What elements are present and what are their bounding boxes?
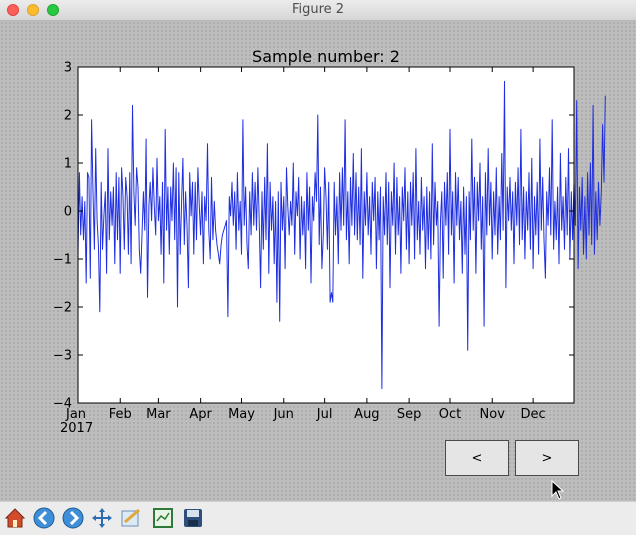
y-tick-label: −1 [53,253,72,268]
x-tick-label: Sep [397,407,422,422]
save-icon[interactable] [180,505,206,531]
plot-frame [77,66,575,404]
next-sample-button[interactable]: > [515,440,579,476]
y-tick-label: −4 [53,397,72,412]
series-line [77,80,606,390]
x-tick-label: Jun [273,407,294,422]
x-tick-year-label: 2017 [60,421,93,436]
mouse-cursor-icon [551,480,565,500]
y-tick-label: −2 [53,301,72,316]
x-tick-label: Aug [354,407,379,422]
zoom-rect-icon[interactable] [118,505,144,531]
line-chart[interactable]: −4 −3 −2 −1 0 1 2 3 Jan Feb Mar Apr May Jun Jul Aug Sep O… [0,21,636,501]
x-tick-label: Oct [439,407,461,422]
x-tick-label: Jul [316,407,333,422]
plot-area [78,67,574,403]
configure-subplots-icon[interactable] [150,505,176,531]
back-icon[interactable] [31,505,57,531]
x-tick-label: Mar [146,407,171,422]
y-tick-label: 2 [64,109,72,124]
home-icon[interactable] [2,505,28,531]
forward-icon[interactable] [60,505,86,531]
y-tick-label: 0 [64,205,72,220]
close-window-button[interactable] [7,4,19,16]
figure-canvas: Sample number: 2 −4 −3 −2 −1 0 1 2 3 Jan Feb Mar Ap… [0,21,636,501]
x-tick-label: Feb [109,407,132,422]
x-tick-label: Jan [65,407,86,422]
y-tick-label: 3 [64,61,72,76]
x-tick-label: Dec [521,407,546,422]
y-tick-label: −3 [53,349,72,364]
x-tick-label: Apr [189,407,212,422]
x-tick-label: May [228,407,255,422]
previous-sample-button[interactable]: < [445,440,509,476]
navigation-toolbar [0,501,636,535]
pan-icon[interactable] [89,505,115,531]
window-title: Figure 2 [291,2,345,17]
x-tick-label: Nov [480,407,506,422]
chart-title: Sample number: 2 [252,47,400,66]
y-tick-label: 1 [64,157,72,172]
maximize-window-button[interactable] [47,4,59,16]
title-bar: Figure 2 [0,0,636,21]
minimize-window-button[interactable] [27,4,39,16]
